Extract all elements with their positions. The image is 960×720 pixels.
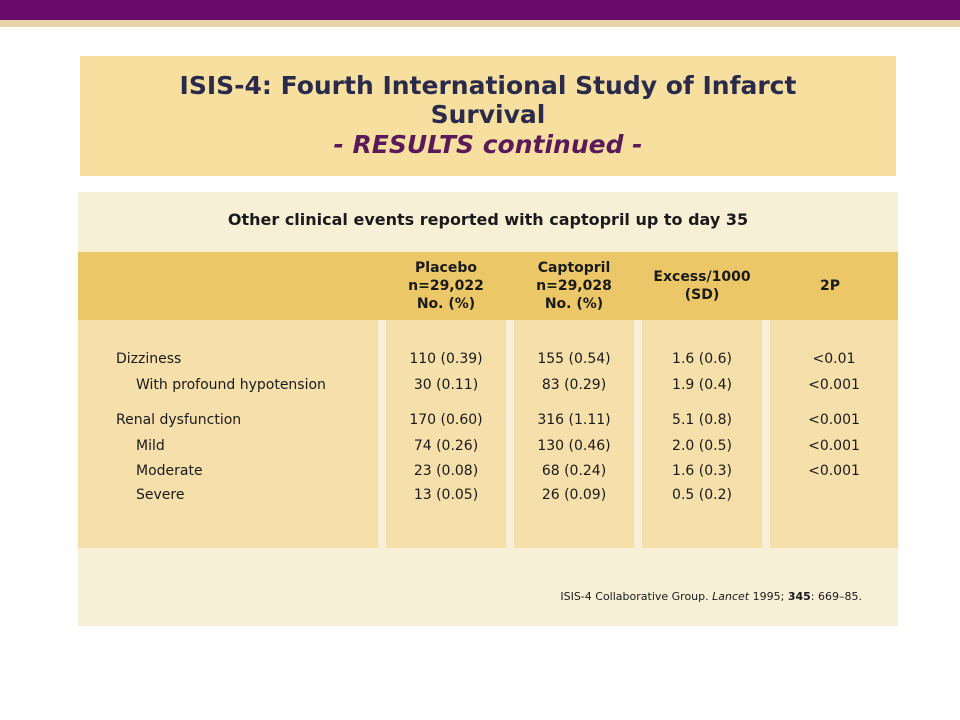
cell-captopril: 68 (0.24) (541, 463, 607, 479)
cell-excess: 1.6 (0.6) (672, 351, 732, 367)
cell-captopril: 155 (0.54) (537, 351, 611, 367)
cell-excess: 2.0 (0.5) (672, 438, 732, 454)
cell-placebo: 110 (0.39) (409, 351, 483, 367)
column-header-line: Excess/1000 (653, 269, 751, 285)
cell-p: <0.001 (808, 463, 860, 479)
column-header-placebo: Placebo n=29,022 No. (%) (386, 252, 506, 320)
top-accent-bar (0, 0, 960, 20)
column-header-excess: Excess/1000 (SD) (642, 252, 762, 320)
citation: ISIS-4 Collaborative Group. Lancet 1995;… (78, 590, 862, 603)
column-header-2p: 2P (770, 252, 890, 320)
column-header-captopril: Captopril n=29,028 No. (%) (514, 252, 634, 320)
column-header-line: 2P (819, 278, 840, 294)
column-header-line: n=29,028 (536, 278, 612, 294)
cell-placebo: 74 (0.26) (413, 438, 479, 454)
cell-captopril: 83 (0.29) (541, 377, 607, 393)
cell-placebo: 13 (0.05) (413, 487, 479, 503)
excess-column-bg (642, 320, 762, 548)
page-title-line2: Survival (430, 100, 546, 129)
citation-pages: : 669–85. (810, 590, 862, 603)
table-header-band: Placebo n=29,022 No. (%) Captopril n=29,… (78, 252, 898, 320)
row-label: Dizziness (116, 351, 182, 367)
row-label: Renal dysfunction (116, 412, 242, 428)
title-box: ISIS-4: Fourth International Study of In… (80, 56, 896, 176)
cell-p: <0.001 (808, 412, 860, 428)
column-header-line: (SD) (684, 287, 720, 303)
citation-year: 1995; (752, 590, 785, 603)
column-header-line: Captopril (537, 260, 611, 276)
cell-placebo: 30 (0.11) (413, 377, 479, 393)
row-label: Mild (136, 438, 165, 454)
citation-authors: ISIS-4 Collaborative Group. (560, 590, 709, 603)
cell-excess: 0.5 (0.2) (672, 487, 732, 503)
cell-p: <0.001 (808, 438, 860, 454)
column-header-line: Placebo (415, 260, 477, 276)
cell-excess: 1.9 (0.4) (672, 377, 732, 393)
captopril-column-bg (514, 320, 634, 548)
column-header-line: No. (%) (416, 296, 476, 312)
results-panel: Other clinical events reported with capt… (78, 192, 898, 626)
cell-excess: 1.6 (0.3) (672, 463, 732, 479)
label-column-bg (78, 320, 378, 548)
cell-captopril: 130 (0.46) (537, 438, 611, 454)
cell-captopril: 26 (0.09) (541, 487, 607, 503)
citation-journal: Lancet (712, 590, 750, 603)
cell-captopril: 316 (1.11) (537, 412, 611, 428)
page-subtitle: - RESULTS continued - (333, 130, 643, 159)
column-header-line: No. (%) (544, 296, 604, 312)
top-accent-stripe (0, 20, 960, 27)
placebo-column-bg (386, 320, 506, 548)
cell-p: <0.001 (808, 377, 860, 393)
p-column-bg (770, 320, 898, 548)
cell-placebo: 170 (0.60) (409, 412, 483, 428)
cell-excess: 5.1 (0.8) (672, 412, 732, 428)
citation-volume: 345 (787, 590, 811, 603)
cell-placebo: 23 (0.08) (413, 463, 479, 479)
column-header-line: n=29,022 (408, 278, 484, 294)
page-title-line1: ISIS-4: Fourth International Study of In… (179, 71, 797, 100)
row-label: With profound hypotension (136, 377, 326, 393)
row-label: Severe (136, 487, 185, 503)
cell-p: <0.01 (812, 351, 856, 367)
row-label: Moderate (136, 463, 203, 479)
table-heading: Other clinical events reported with capt… (227, 210, 749, 229)
